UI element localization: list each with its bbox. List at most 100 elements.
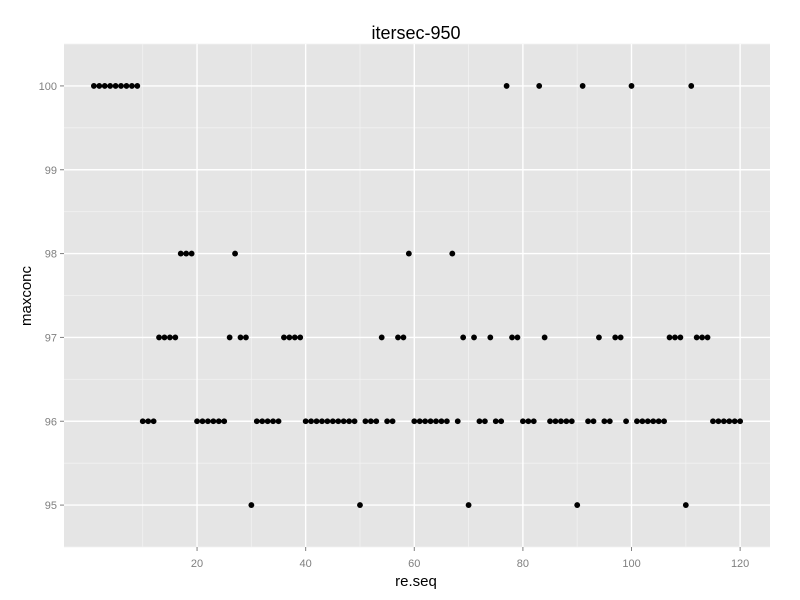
data-point: [541, 334, 548, 341]
major-grid: [64, 44, 770, 547]
data-point: [362, 418, 369, 425]
data-point: [552, 418, 559, 425]
data-point: [487, 334, 494, 341]
data-point: [411, 418, 418, 425]
data-point: [585, 418, 591, 425]
data-point: [720, 418, 727, 425]
data-point: [427, 418, 434, 425]
data-point: [90, 83, 97, 89]
data-point: [389, 418, 396, 425]
data-point: [232, 250, 238, 257]
data-point: [579, 83, 586, 89]
data-point: [313, 418, 320, 425]
data-point: [536, 83, 543, 89]
data-point: [335, 418, 342, 425]
data-point: [150, 418, 157, 425]
x-axis-title: re.seq: [395, 573, 437, 590]
data-point: [340, 418, 347, 425]
data-point: [194, 418, 200, 425]
data-point: [128, 83, 135, 89]
data-point: [650, 418, 657, 425]
data-point: [210, 418, 217, 425]
data-point: [237, 334, 244, 341]
data-point: [639, 418, 646, 425]
data-point: [476, 418, 483, 425]
data-point: [308, 418, 314, 425]
data-point: [568, 418, 575, 425]
data-point: [302, 418, 309, 425]
data-point: [617, 334, 624, 341]
data-point: [378, 334, 385, 341]
data-point: [205, 418, 211, 425]
data-point: [177, 250, 184, 257]
data-point: [460, 334, 467, 341]
data-point: [547, 418, 553, 425]
data-point: [693, 334, 700, 341]
data-point: [221, 418, 228, 425]
data-point: [601, 418, 608, 425]
data-point: [400, 334, 407, 341]
x-tick-label: 20: [191, 558, 203, 570]
data-point: [623, 418, 629, 425]
data-point: [188, 250, 195, 257]
data-point: [731, 418, 738, 425]
data-point: [574, 502, 581, 508]
data-point: [454, 418, 461, 425]
data-point: [373, 418, 380, 425]
y-tick-label: 97: [45, 332, 57, 344]
data-point: [161, 334, 168, 341]
data-point: [525, 418, 532, 425]
data-point: [666, 334, 673, 341]
data-point: [226, 334, 233, 341]
data-point: [123, 83, 130, 89]
data-point: [329, 418, 336, 425]
data-point: [509, 334, 515, 341]
data-point: [699, 334, 706, 341]
data-point: [563, 418, 570, 425]
data-point: [101, 83, 108, 89]
data-point: [606, 418, 613, 425]
data-point: [520, 418, 526, 425]
data-point: [726, 418, 733, 425]
data-point: [682, 502, 689, 508]
data-point: [259, 418, 266, 425]
data-point: [465, 502, 472, 508]
data-point: [351, 418, 358, 425]
data-points: [90, 83, 744, 508]
data-point: [655, 418, 662, 425]
data-point: [471, 334, 477, 341]
data-point: [183, 250, 190, 257]
data-point: [443, 418, 450, 425]
y-axis-title: maxconc: [18, 265, 35, 326]
data-point: [286, 334, 293, 341]
data-point: [156, 334, 162, 341]
y-tick-label: 95: [45, 500, 57, 512]
x-axis-ticks: 20 40 60 80 100 120: [191, 547, 749, 570]
data-point: [253, 418, 260, 425]
data-point: [590, 418, 597, 425]
data-point: [243, 334, 249, 341]
data-point: [672, 334, 678, 341]
data-point: [395, 334, 401, 341]
y-tick-label: 99: [45, 165, 57, 177]
data-point: [498, 418, 505, 425]
data-point: [118, 83, 124, 89]
data-point: [704, 334, 711, 341]
minor-grid: [64, 43, 770, 548]
data-point: [248, 502, 255, 508]
data-point: [710, 418, 716, 425]
data-point: [96, 83, 103, 89]
data-point: [416, 418, 423, 425]
data-point: [291, 334, 298, 341]
data-point: [145, 418, 152, 425]
data-point: [612, 334, 619, 341]
data-point: [346, 418, 353, 425]
data-point: [715, 418, 722, 425]
data-point: [530, 418, 537, 425]
y-tick-label: 98: [45, 249, 57, 261]
data-point: [139, 418, 146, 425]
data-point: [688, 83, 695, 89]
data-point: [677, 334, 684, 341]
data-point: [634, 418, 640, 425]
